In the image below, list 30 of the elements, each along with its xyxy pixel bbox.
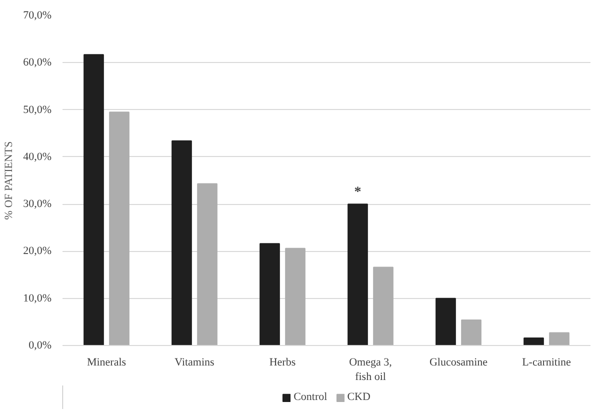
y-axis-title: % OF PATIENTS (3, 141, 16, 220)
y-tick-label: 70,0% (23, 10, 52, 22)
y-tick-label: 10,0% (23, 292, 52, 304)
legend-label: CKD (347, 391, 370, 403)
x-tick-label: Herbs (269, 356, 296, 368)
y-tick-label: 0,0% (28, 340, 52, 352)
bar (549, 332, 570, 346)
y-tick-label: 30,0% (23, 198, 52, 210)
annotation: * (354, 185, 362, 200)
bar (260, 243, 280, 346)
y-tick-label: 40,0% (23, 150, 52, 163)
x-tick-label: L-carnitine (522, 356, 572, 368)
bar (436, 298, 456, 346)
bar (461, 320, 482, 346)
legend-label: Control (294, 391, 328, 403)
x-tick-label: Glucosamine (429, 356, 488, 368)
bar (285, 248, 306, 346)
bar (109, 112, 130, 346)
y-tick-label: 60,0% (23, 56, 52, 69)
bar (172, 140, 192, 346)
y-tick-label: 20,0% (23, 245, 52, 258)
x-tick-label: Minerals (86, 356, 126, 368)
bar (197, 183, 218, 346)
bar (84, 54, 104, 346)
bar (348, 204, 368, 346)
bar (524, 337, 544, 346)
x-tick-label: Omega 3, fish oil (349, 356, 392, 383)
x-tick-label: Vitamins (174, 356, 214, 368)
y-tick-label: 50,0% (23, 104, 52, 116)
bar (373, 266, 394, 346)
